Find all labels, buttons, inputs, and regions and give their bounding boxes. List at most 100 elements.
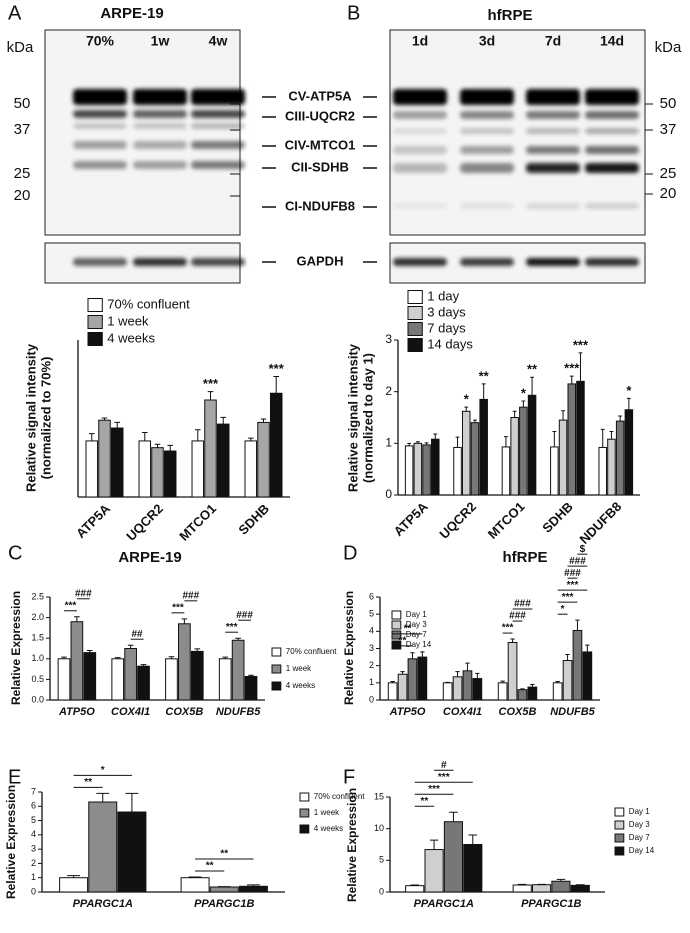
x-tick-label: NDUFB8 [576,499,624,547]
error-bar [195,430,201,441]
bar [463,671,472,700]
bar [423,445,431,495]
bar [471,423,479,495]
legend-swatch [615,821,624,829]
significance-label: * [101,765,105,776]
bar [118,812,146,892]
bar [616,421,624,495]
legend-swatch [392,621,401,629]
blot-a-main [45,30,240,235]
error-bar [114,422,120,428]
legend-swatch [408,339,422,352]
x-tick-label: COX4I1 [111,706,150,718]
error-bar [482,384,486,400]
band [460,258,514,266]
error-bar [449,812,458,822]
bar [520,407,528,495]
band-label: CII-SDHB [291,159,349,174]
bar [191,651,203,700]
bar [60,878,88,892]
y-tick-label: 2 [385,384,392,398]
error-bar [74,617,80,622]
bar [502,447,510,495]
blot-title: ARPE-19 [100,5,163,22]
y-tick-label: 2.0 [31,612,44,622]
bar [217,424,229,497]
legend-swatch [272,665,281,673]
legend-swatch [300,809,309,817]
band [526,163,580,173]
y-tick-label: 2.5 [31,591,44,601]
legend-label: 7 days [427,320,466,335]
significance-label: ### [182,590,199,601]
band [393,89,447,105]
error-bar [627,398,631,409]
bar [513,885,531,892]
bar [533,885,551,892]
significance-label: ### [509,611,526,622]
lane-label: 7d [545,33,561,49]
y-tick-label: 10 [374,823,384,833]
bar [599,447,607,495]
panel-label: C [8,542,22,564]
error-bar [142,433,148,441]
legend-swatch [408,307,422,320]
kda-marker: 37 [660,121,677,138]
bar [608,439,616,495]
band [585,163,639,173]
bar [139,441,151,497]
bar [571,885,589,892]
significance-label: *** [203,376,219,391]
bar [563,661,572,700]
legend-swatch [408,323,422,336]
bar [245,441,257,497]
band [460,89,514,105]
x-tick-label: SDHB [235,501,272,538]
lane-label: 4w [209,33,228,49]
bar [625,410,633,495]
y-tick-label: 0 [369,694,374,704]
bar [552,881,570,892]
legend-swatch [88,316,102,329]
legend-label: Day 1 [629,807,650,816]
bar [58,659,70,700]
error-bar [430,840,439,850]
band [526,146,580,154]
significance-label: ### [514,599,531,610]
x-tick-label: ATP5O [389,706,426,718]
kda-marker: 50 [14,95,31,112]
significance-label: *** [438,772,450,783]
band [393,203,447,209]
band-label: GAPDH [297,253,344,268]
significance-label: ** [527,362,538,377]
band [133,141,187,149]
bar [210,887,238,892]
lane-label: 14d [600,33,624,49]
band [191,89,245,105]
bar [508,642,517,700]
bar [480,399,488,495]
significance-label: ### [569,556,586,567]
significance-label: * [561,604,565,615]
y-tick-label: 1.0 [31,653,44,663]
significance-label: ### [236,610,253,621]
x-tick-label: ATP5O [58,706,95,718]
significance-label: ### [564,568,581,579]
error-bar [561,411,565,420]
y-axis-label: Relative signal intensity [23,343,38,492]
band [393,128,447,134]
legend-swatch [300,825,309,833]
legend-swatch [272,648,281,656]
bar [86,441,98,497]
significance-label: ** [421,796,429,807]
bar [553,683,562,700]
band [191,161,245,169]
error-bar [530,377,534,395]
lane-label: 1d [412,33,428,49]
y-tick-label: 1 [369,677,374,687]
legend-swatch [615,834,624,842]
band-label: CIV-MTCO1 [285,137,356,152]
y-axis-label: (normalized to 70%) [38,357,53,480]
band [73,110,127,118]
bar [528,687,537,700]
